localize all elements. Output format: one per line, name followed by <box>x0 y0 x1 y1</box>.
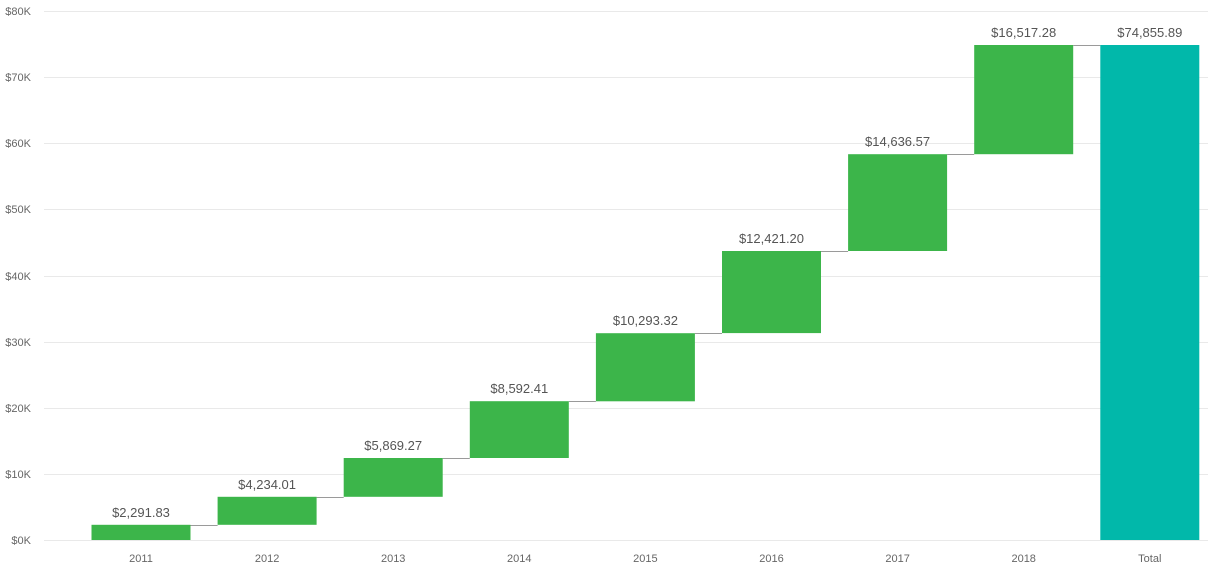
x-tick-label: 2011 <box>129 553 153 565</box>
data-label: $5,869.27 <box>364 438 422 453</box>
y-tick-label: $30K <box>5 337 31 349</box>
data-label: $8,592.41 <box>490 381 548 396</box>
x-tick-label: 2016 <box>759 553 783 565</box>
y-tick-label: $0K <box>11 535 31 547</box>
y-tick-label: $80K <box>5 6 31 18</box>
gridlines <box>44 11 1208 541</box>
y-tick-label: $50K <box>5 204 31 216</box>
y-tick-label: $10K <box>5 469 31 481</box>
bar-2015 <box>595 333 695 402</box>
total-bar <box>1100 45 1200 540</box>
x-tick-label: 2014 <box>507 553 531 565</box>
y-tick-label: $20K <box>5 403 31 415</box>
y-axis-tick-labels: $0K $10K $20K $30K $40K $50K $60K $70K $80K <box>5 6 31 547</box>
connector-lines <box>190 45 1101 526</box>
bar-2012 <box>217 496 317 525</box>
bars <box>91 45 1200 540</box>
x-tick-label: 2018 <box>1011 553 1035 565</box>
data-label: $4,234.01 <box>238 477 296 492</box>
data-label: $2,291.83 <box>112 505 170 520</box>
y-tick-label: $40K <box>5 271 31 283</box>
bar-2013 <box>343 458 443 497</box>
data-label: $10,293.32 <box>613 313 678 328</box>
bar-2011 <box>91 524 191 540</box>
data-label: $12,421.20 <box>739 231 804 246</box>
y-tick-label: $60K <box>5 138 31 150</box>
x-axis-tick-labels: 2011 2012 2013 2014 2015 2016 2017 2018 Total <box>129 553 1161 565</box>
bar-2014 <box>469 401 569 458</box>
x-tick-label: 2012 <box>255 553 279 565</box>
x-tick-label: Total <box>1138 553 1161 565</box>
x-tick-label: 2013 <box>381 553 405 565</box>
data-labels: $2,291.83 $4,234.01 $5,869.27 $8,592.41 $10,… <box>112 25 1182 520</box>
bar-2016 <box>722 251 821 334</box>
data-label: $16,517.28 <box>991 25 1056 40</box>
x-tick-label: 2015 <box>633 553 657 565</box>
data-label: $74,855.89 <box>1117 25 1182 40</box>
bar-2018 <box>974 45 1074 155</box>
data-label: $14,636.57 <box>865 134 930 149</box>
y-tick-label: $70K <box>5 72 31 84</box>
x-tick-label: 2017 <box>885 553 909 565</box>
bar-2017 <box>848 154 948 251</box>
